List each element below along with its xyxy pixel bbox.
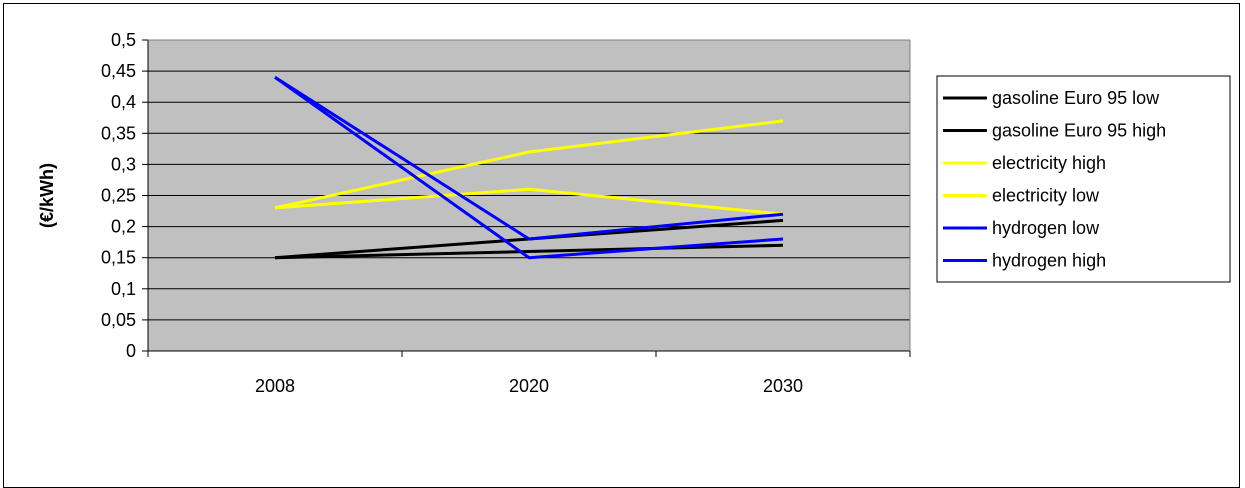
y-tick-label: 0,35	[101, 123, 136, 143]
y-tick-label: 0,25	[101, 186, 136, 206]
axes	[142, 39, 911, 357]
y-tick-label: 0,1	[111, 279, 136, 299]
y-tick-labels: 0 0,05 0,1 0,15 0,2 0,25 0,3 0,35 0,4 0,45 0,5	[101, 30, 136, 361]
legend: gasoline Euro 95 low gasoline Euro 95 hig…	[936, 75, 1231, 283]
y-tick-label: 0,2	[111, 217, 136, 237]
y-tick-label: 0,5	[111, 30, 136, 50]
series-line	[274, 243, 784, 260]
legend-label: gasoline Euro 95 low	[992, 88, 1160, 108]
legend-label: hydrogen high	[992, 251, 1106, 271]
legend-label: gasoline Euro 95 high	[992, 121, 1166, 141]
legend-box	[936, 75, 1231, 283]
legend-label: electricity low	[992, 186, 1100, 206]
y-tick-label: 0,4	[111, 92, 136, 112]
series-line	[274, 76, 784, 241]
x-tick-labels: 2008 2020 2030	[255, 376, 803, 396]
series-line	[274, 119, 784, 210]
y-tick-label: 0,3	[111, 154, 136, 174]
legend-label: electricity high	[992, 153, 1106, 173]
series-line	[274, 187, 784, 216]
series-line	[274, 76, 784, 260]
x-tick-label: 2030	[763, 376, 803, 396]
y-tick-label: 0	[126, 341, 136, 361]
y-axis-title: (€/kWh)	[37, 163, 57, 228]
legend-label: hydrogen low	[992, 218, 1100, 238]
x-tick-label: 2020	[509, 376, 549, 396]
y-tick-label: 0,45	[101, 61, 136, 81]
y-tick-label: 0,15	[101, 248, 136, 268]
series-lines	[274, 76, 784, 260]
y-tick-label: 0,05	[101, 310, 136, 330]
x-tick-label: 2008	[255, 376, 295, 396]
